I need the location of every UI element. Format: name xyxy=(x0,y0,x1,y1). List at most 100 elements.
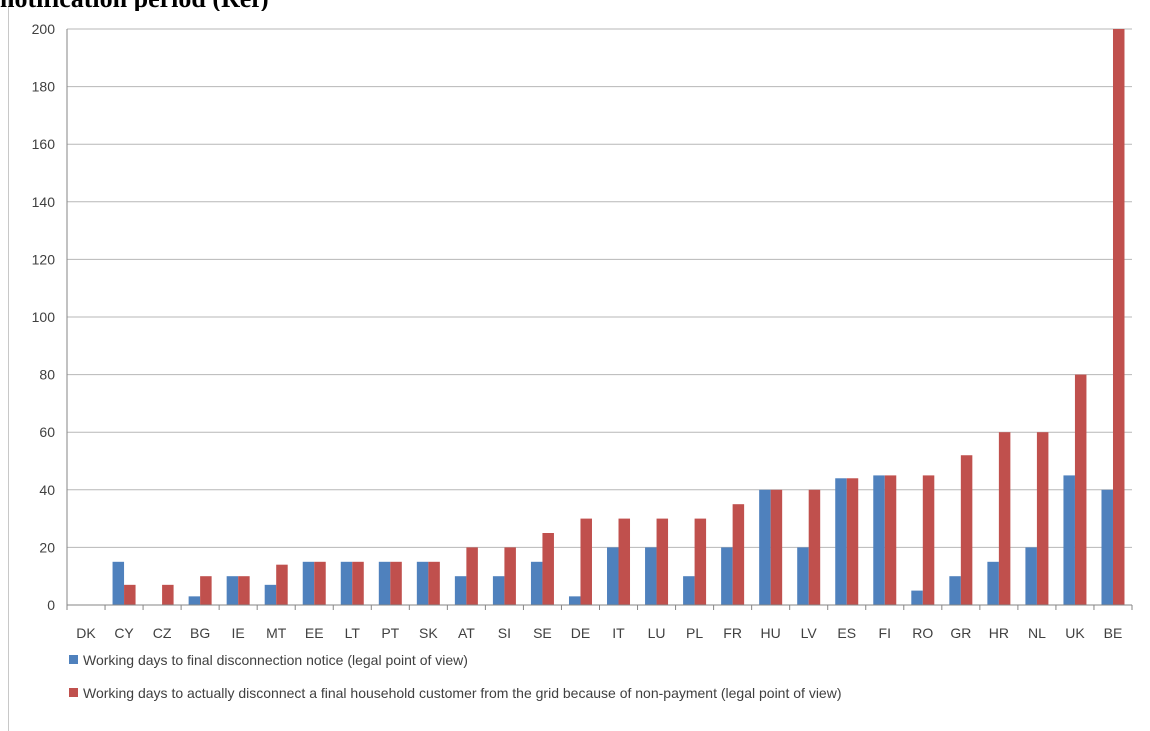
x-tick-label: IE xyxy=(232,625,245,641)
y-tick-label: 200 xyxy=(32,21,56,37)
x-tick-label: SK xyxy=(419,625,438,641)
x-tick-label: SE xyxy=(533,625,552,641)
bar-disconnect-gr xyxy=(960,455,973,605)
bar-notice-ee xyxy=(302,561,315,605)
x-tick-label: HU xyxy=(761,625,781,641)
bars xyxy=(112,29,1125,605)
bar-notice-gr xyxy=(949,576,961,605)
bar-notice-nl xyxy=(1025,547,1037,605)
bar-disconnect-cy xyxy=(124,584,136,605)
bar-disconnect-nl xyxy=(1036,432,1049,605)
legend-swatch xyxy=(69,688,78,697)
x-tick-label: MT xyxy=(266,625,287,641)
bar-notice-be xyxy=(1101,489,1113,605)
x-tick-label: AT xyxy=(458,625,475,641)
y-tick-label: 60 xyxy=(39,424,55,440)
bar-notice-hu xyxy=(759,489,771,605)
bar-disconnect-ro xyxy=(922,475,935,605)
bar-disconnect-at xyxy=(466,547,478,605)
bar-notice-de xyxy=(568,596,581,605)
x-tick-label: LV xyxy=(801,625,818,641)
bar-notice-si xyxy=(492,576,505,605)
bar-disconnect-bg xyxy=(200,576,212,605)
chart-frame-left-border xyxy=(8,0,9,731)
bar-notice-lu xyxy=(645,547,657,605)
x-tick-label: RO xyxy=(912,625,933,641)
bar-disconnect-si xyxy=(504,547,516,605)
y-tick-label: 20 xyxy=(39,539,55,555)
x-tick-label: CY xyxy=(114,625,134,641)
x-tick-label: IT xyxy=(612,625,625,641)
x-tick-label: DE xyxy=(571,625,590,641)
bar-notice-pl xyxy=(683,576,695,605)
x-tick-label: LT xyxy=(345,625,361,641)
bar-disconnect-lu xyxy=(656,518,669,605)
x-tick-label: HR xyxy=(989,625,1009,641)
bar-notice-fr xyxy=(721,547,733,605)
bar-disconnect-fr xyxy=(732,504,745,605)
y-tick-label: 0 xyxy=(47,597,55,613)
y-tick-label: 160 xyxy=(32,136,56,152)
gridlines xyxy=(67,28,1132,548)
x-tick-label: ES xyxy=(837,625,856,641)
bar-disconnect-cz xyxy=(162,584,174,605)
legend-label: Working days to final disconnection noti… xyxy=(83,652,468,668)
bar-notice-at xyxy=(454,576,467,605)
x-tick-label: DK xyxy=(76,625,96,641)
bar-disconnect-lv xyxy=(808,489,821,605)
y-tick-label: 100 xyxy=(32,309,56,325)
bar-disconnect-pl xyxy=(694,518,707,605)
bar-notice-ie xyxy=(226,576,239,605)
bar-disconnect-fi xyxy=(884,475,897,605)
bar-disconnect-es xyxy=(846,478,859,605)
bar-notice-es xyxy=(835,478,847,605)
y-tick-label: 180 xyxy=(32,79,56,95)
bar-disconnect-ie xyxy=(238,576,250,605)
bar-disconnect-be xyxy=(1112,29,1125,605)
bar-disconnect-hu xyxy=(770,489,783,605)
bar-disconnect-se xyxy=(542,533,554,605)
bar-disconnect-uk xyxy=(1074,374,1087,605)
x-tick-label: PT xyxy=(381,625,399,641)
y-tick-label: 80 xyxy=(39,367,55,383)
bar-disconnect-sk xyxy=(428,561,440,605)
legend-label: Working days to actually disconnect a fi… xyxy=(83,685,841,701)
bar-notice-mt xyxy=(264,584,277,605)
bar-notice-fi xyxy=(873,475,885,605)
x-tick-label: NL xyxy=(1028,625,1046,641)
y-axis-tick-labels: 0 20 40 60 80 100 120 140 160 180 200 xyxy=(32,21,56,613)
y-tick-label: 140 xyxy=(32,194,56,210)
bar-disconnect-ee xyxy=(314,561,326,605)
legend-swatch xyxy=(69,655,78,664)
x-tick-label: UK xyxy=(1065,625,1085,641)
bar-notice-sk xyxy=(416,561,429,605)
bar-notice-hr xyxy=(987,561,999,605)
x-tick-label: LU xyxy=(648,625,666,641)
x-tick-label: BG xyxy=(190,625,210,641)
bar-notice-cy xyxy=(112,561,125,605)
bar-notice-se xyxy=(530,561,543,605)
x-tick-label: CZ xyxy=(153,625,172,641)
bar-notice-it xyxy=(607,547,619,605)
bar-disconnect-de xyxy=(580,518,592,605)
bar-notice-lt xyxy=(340,561,353,605)
bar-notice-lv xyxy=(797,547,809,605)
legend: Working days to final disconnection noti… xyxy=(69,652,841,701)
axes xyxy=(66,29,1133,610)
y-tick-label: 40 xyxy=(39,482,55,498)
bar-notice-pt xyxy=(378,561,391,605)
bar-disconnect-lt xyxy=(352,561,364,605)
bar-disconnect-pt xyxy=(390,561,402,605)
y-tick-label: 120 xyxy=(32,251,56,267)
bar-notice-uk xyxy=(1063,475,1075,605)
x-tick-label: PL xyxy=(686,625,703,641)
x-axis-tick-labels: DK CY CZ BG IE MT EE LT PT SK AT SI SE DE IT LU PL FR HU LV… xyxy=(76,625,1122,641)
bar-disconnect-hr xyxy=(998,432,1011,605)
bar-disconnect-it xyxy=(618,518,631,605)
x-tick-label: SI xyxy=(498,625,511,641)
x-tick-label: FR xyxy=(723,625,742,641)
x-tick-label: FI xyxy=(879,625,891,641)
x-tick-label: BE xyxy=(1104,625,1123,641)
bar-disconnect-mt xyxy=(276,564,288,605)
